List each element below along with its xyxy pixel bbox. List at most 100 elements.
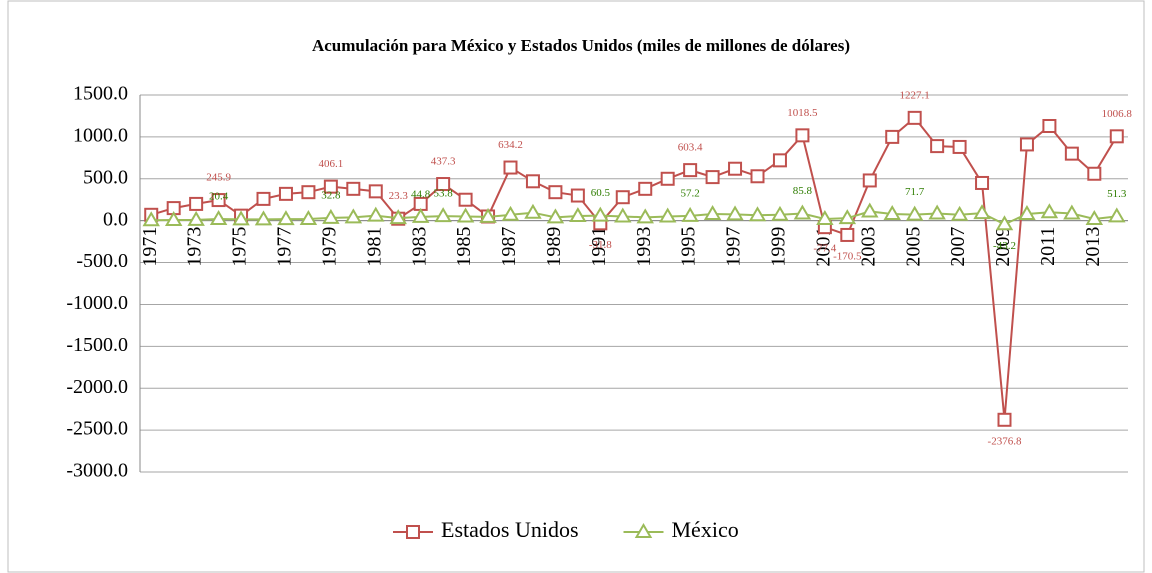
data-label: -2376.8: [988, 435, 1022, 447]
marker: [1085, 210, 1104, 225]
y-tick-label: -2000.0: [66, 376, 128, 398]
marker: [1063, 204, 1081, 220]
legend-marker: [634, 523, 653, 538]
chart-frame: [7, 0, 1145, 573]
data-label: -43.2: [993, 240, 1016, 252]
marker: [1064, 146, 1079, 161]
marker: [905, 205, 924, 221]
marker: [793, 204, 812, 220]
y-tick-label: -500.0: [76, 250, 128, 272]
marker: [861, 202, 879, 218]
marker: [883, 204, 901, 220]
marker: [232, 210, 250, 226]
x-tick-label: 2007: [947, 227, 969, 267]
marker: [658, 207, 677, 223]
marker: [187, 210, 205, 226]
data-label: 44.8: [411, 188, 431, 200]
data-label: 20.4: [209, 190, 229, 202]
data-label: 1006.8: [1102, 108, 1133, 120]
x-tick-label: 2005: [902, 227, 924, 267]
marker: [524, 203, 542, 219]
marker: [840, 227, 855, 242]
x-tick-label: 2003: [857, 227, 879, 267]
marker: [344, 208, 363, 224]
data-label: 406.1: [318, 158, 343, 170]
marker: [211, 193, 226, 208]
x-tick-label: 2011: [1037, 227, 1059, 266]
marker: [479, 207, 497, 223]
marker: [705, 170, 720, 185]
data-label: 1018.5: [787, 107, 818, 119]
marker: [570, 188, 585, 203]
marker: [930, 139, 945, 154]
y-tick-label: 500.0: [83, 166, 128, 188]
x-tick-label: 1977: [274, 227, 296, 267]
marker: [772, 153, 787, 168]
y-tick-label: 0.0: [103, 208, 128, 230]
x-tick-label: 1987: [498, 227, 520, 267]
marker: [750, 169, 765, 184]
marker: [546, 208, 565, 224]
marker: [1109, 129, 1124, 144]
data-label: 60.5: [591, 187, 611, 199]
legend-symbol: [634, 523, 653, 538]
x-tick-label: 1999: [768, 227, 790, 267]
marker: [703, 204, 722, 220]
marker: [636, 208, 654, 224]
marker: [995, 215, 1014, 231]
x-tick-label: 1991: [588, 227, 610, 267]
y-tick-label: 1500.0: [73, 83, 128, 105]
y-tick-label: -2500.0: [66, 418, 128, 440]
marker: [367, 206, 385, 222]
marker: [389, 209, 407, 225]
marker: [142, 211, 160, 227]
marker: [164, 211, 183, 226]
marker: [862, 173, 877, 188]
legend-label: México: [672, 517, 739, 542]
marker: [1042, 118, 1057, 133]
x-tick-label: 1971: [139, 227, 161, 267]
y-tick-label: -3000.0: [66, 460, 128, 482]
x-tick-label: 1985: [453, 227, 475, 267]
marker: [1019, 137, 1034, 152]
marker: [928, 204, 946, 220]
data-label: -31.8: [589, 239, 612, 251]
marker: [952, 139, 967, 154]
marker: [795, 128, 810, 143]
x-tick-label: 1973: [184, 227, 206, 267]
data-label: 1227.1: [900, 89, 930, 101]
marker: [1018, 204, 1036, 220]
marker: [301, 185, 316, 200]
data-label: 53.8: [434, 188, 454, 200]
marker: [501, 205, 520, 221]
data-label: 23.3: [389, 190, 409, 202]
marker: [209, 209, 228, 225]
x-tick-label: 1995: [678, 227, 700, 267]
data-label: 245.9: [206, 172, 231, 184]
marker: [1087, 166, 1102, 181]
marker: [256, 191, 271, 206]
marker: [614, 207, 632, 223]
marker: [660, 171, 675, 186]
marker: [975, 175, 990, 190]
marker: [503, 160, 518, 175]
x-tick-label: 1983: [408, 227, 430, 267]
marker: [278, 186, 293, 201]
marker: [323, 179, 338, 194]
x-tick-label: 1979: [318, 227, 340, 267]
x-tick-label: 1993: [633, 227, 655, 267]
legend-marker: [406, 525, 420, 539]
marker: [299, 210, 318, 225]
marker: [456, 207, 475, 223]
data-label: 634.2: [498, 139, 523, 151]
marker: [569, 207, 587, 223]
marker: [525, 174, 540, 189]
chart-title: Acumulación para México y Estados Unidos…: [312, 36, 850, 55]
marker: [950, 205, 969, 221]
data-label: 32.8: [321, 189, 341, 201]
marker: [816, 210, 834, 225]
series: 245.9 406.1 23.3 437.3 634.2 -31.8 603.4 1018.5…: [144, 89, 1133, 447]
x-tick-label: 1989: [543, 227, 565, 267]
data-label: -170.5: [833, 250, 862, 262]
